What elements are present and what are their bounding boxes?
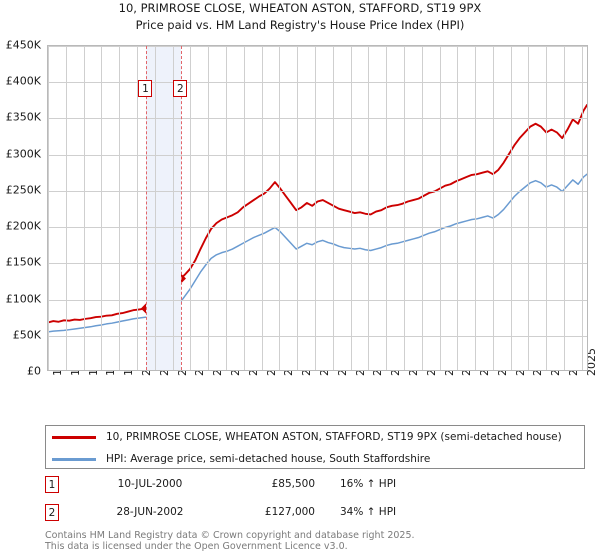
- gridline-horizontal: [48, 227, 587, 229]
- footer-line-1: Contains HM Land Registry data © Crown c…: [45, 530, 415, 541]
- title-line-2: Price paid vs. HM Land Registry's House …: [135, 18, 465, 32]
- gridline-vertical: [546, 46, 548, 370]
- gridline-vertical: [368, 46, 370, 370]
- sale-price-2: £127,000: [264, 506, 315, 518]
- series-line-property: [48, 104, 587, 324]
- gridline-vertical: [386, 46, 388, 370]
- title-line-1: 10, PRIMROSE CLOSE, WHEATON ASTON, STAFF…: [118, 1, 482, 15]
- gridline-vertical: [243, 46, 245, 370]
- sale-hpi-delta-2: 34% ↑ HPI: [340, 506, 397, 518]
- gridline-vertical: [65, 46, 67, 370]
- sales-table: 1 10-JUL-2000 £85,500 16% ↑ HPI 2 28-JUN…: [45, 474, 585, 530]
- gridline-horizontal: [48, 46, 587, 47]
- gridline-horizontal: [48, 118, 587, 120]
- chart-legend: 10, PRIMROSE CLOSE, WHEATON ASTON, STAFF…: [45, 425, 585, 469]
- highlight-band: [146, 46, 182, 370]
- table-row: 1 10-JUL-2000 £85,500 16% ↑ HPI: [45, 474, 585, 502]
- sale-date-2: 28-JUN-2002: [116, 506, 184, 518]
- y-axis-tick-label: £50K: [12, 328, 41, 342]
- y-axis-tick-label: £150K: [5, 255, 41, 269]
- gridline-vertical: [314, 46, 316, 370]
- gridline-vertical: [350, 46, 352, 370]
- gridline-horizontal: [48, 335, 587, 337]
- gridline-vertical: [279, 46, 281, 370]
- gridline-vertical: [332, 46, 334, 370]
- gridline-vertical: [101, 46, 103, 370]
- y-axis-tick-label: £300K: [5, 147, 41, 161]
- gridline-vertical: [208, 46, 210, 370]
- gridline-vertical: [172, 46, 174, 370]
- gridline-vertical: [83, 46, 85, 370]
- y-axis-tick-label: £450K: [5, 38, 41, 52]
- sale-badge-2: 2: [45, 504, 59, 521]
- gridline-horizontal: [48, 299, 587, 301]
- gridline-vertical: [225, 46, 227, 370]
- gridline-vertical: [475, 46, 477, 370]
- event-marker-box[interactable]: 1: [138, 80, 153, 97]
- y-axis-tick-label: £400K: [5, 74, 41, 88]
- gridline-vertical: [136, 46, 138, 370]
- table-row: 2 28-JUN-2002 £127,000 34% ↑ HPI: [45, 502, 585, 530]
- footer-attribution: Contains HM Land Registry data © Crown c…: [45, 530, 590, 552]
- gridline-vertical: [119, 46, 121, 370]
- gridline-horizontal: [48, 263, 587, 265]
- sale-hpi-delta-1: 16% ↑ HPI: [340, 478, 397, 490]
- gridline-vertical: [190, 46, 192, 370]
- sale-badge-1: 1: [45, 476, 59, 493]
- gridline-vertical: [48, 46, 49, 370]
- legend-swatch-property: [52, 435, 96, 439]
- legend-swatch-hpi: [52, 457, 96, 461]
- page-title: 10, PRIMROSE CLOSE, WHEATON ASTON, STAFF…: [0, 0, 600, 34]
- y-axis-tick-label: £350K: [5, 110, 41, 124]
- gridline-vertical: [154, 46, 156, 370]
- sale-price-1: £85,500: [271, 478, 315, 490]
- chart-area: £0 £50K £100K £150K £200K £250K £300K £350K £400…: [0, 0, 598, 420]
- legend-row-property: 10, PRIMROSE CLOSE, WHEATON ASTON, STAFF…: [46, 426, 584, 448]
- y-axis-tick-label: £250K: [5, 183, 41, 197]
- gridline-vertical: [297, 46, 299, 370]
- gridline-vertical: [403, 46, 405, 370]
- gridline-vertical: [510, 46, 512, 370]
- gridline-vertical: [581, 46, 583, 370]
- gridline-vertical: [457, 46, 459, 370]
- event-marker-box[interactable]: 2: [173, 80, 188, 97]
- y-axis-tick-label: £0: [27, 364, 41, 378]
- event-marker-line: [146, 46, 148, 370]
- gridline-horizontal: [48, 82, 587, 84]
- y-axis-tick-label: £100K: [5, 292, 41, 306]
- event-marker-line: [181, 46, 183, 370]
- gridline-vertical: [564, 46, 566, 370]
- legend-row-hpi: HPI: Average price, semi-detached house,…: [46, 448, 584, 470]
- y-axis-labels: £0 £50K £100K £150K £200K £250K £300K £350K £400…: [0, 0, 44, 420]
- gridline-vertical: [528, 46, 530, 370]
- gridline-horizontal: [48, 154, 587, 156]
- plot-area: [47, 45, 588, 371]
- legend-label-hpi: HPI: Average price, semi-detached house,…: [106, 453, 431, 465]
- gridline-horizontal: [48, 190, 587, 192]
- legend-label-property: 10, PRIMROSE CLOSE, WHEATON ASTON, STAFF…: [106, 431, 562, 443]
- y-axis-tick-label: £200K: [5, 219, 41, 233]
- sale-date-1: 10-JUL-2000: [117, 478, 183, 490]
- gridline-vertical: [261, 46, 263, 370]
- gridline-vertical: [492, 46, 494, 370]
- price-series-svg: [48, 104, 587, 333]
- series-line-hpi: [48, 173, 587, 333]
- gridline-vertical: [439, 46, 441, 370]
- footer-line-2: This data is licensed under the Open Gov…: [45, 541, 348, 552]
- gridline-vertical: [421, 46, 423, 370]
